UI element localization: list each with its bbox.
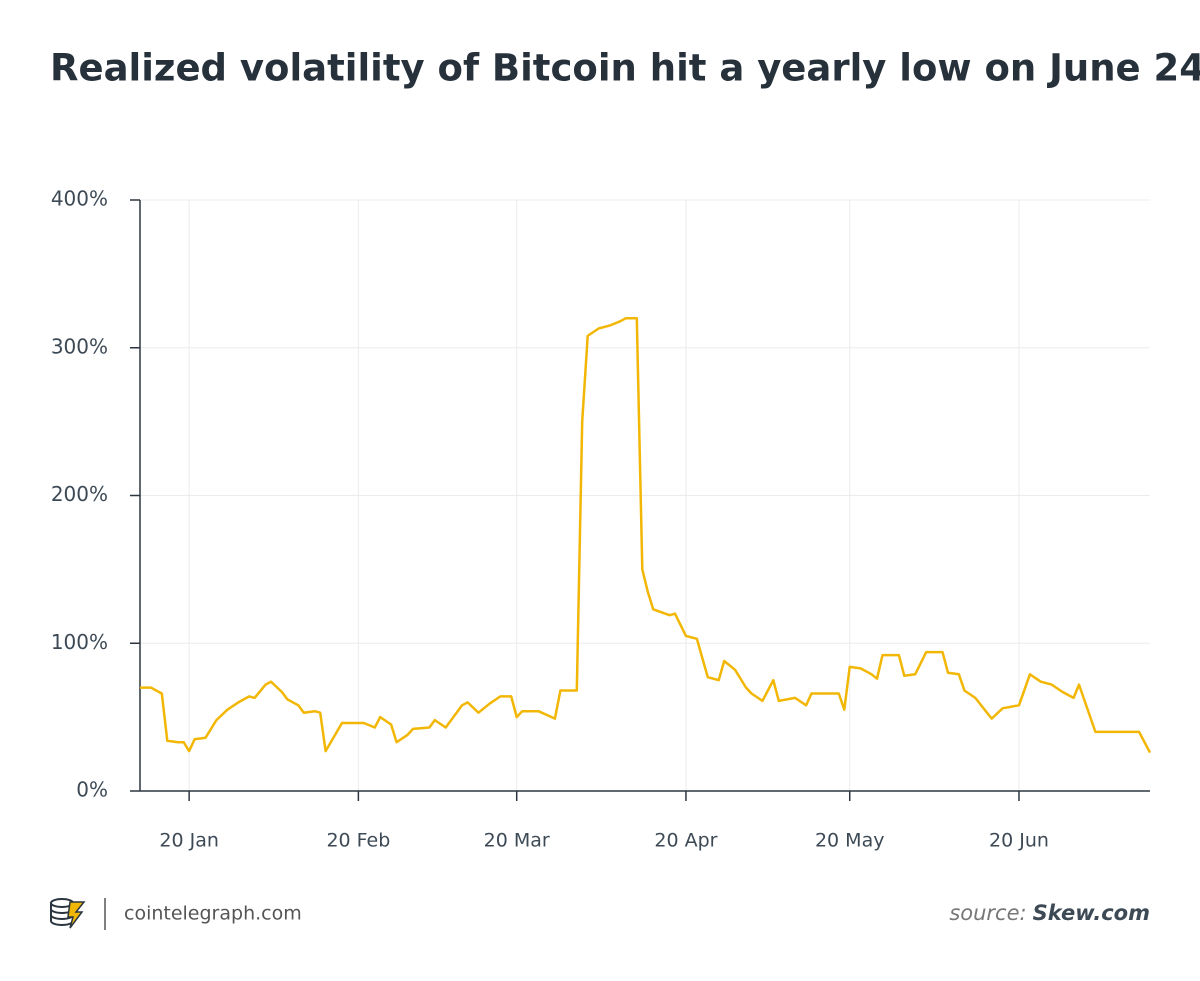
y-tick-label: 0% xyxy=(76,778,108,802)
source: source: Skew.com xyxy=(949,901,1150,925)
chart-title: Realized volatility of Bitcoin hit a yea… xyxy=(50,47,1200,90)
x-tick-label: 20 Feb xyxy=(326,830,390,852)
x-tick-label: 20 Jun xyxy=(989,830,1049,852)
site-name: cointelegraph.com xyxy=(124,903,302,925)
line xyxy=(140,316,1152,754)
y-tick-label: 300% xyxy=(51,334,108,358)
x-tick-label: 20 May xyxy=(815,830,885,852)
y-tick-label: 400% xyxy=(51,187,108,211)
y-tick-label: 200% xyxy=(51,482,108,506)
source-name: Skew.com xyxy=(1033,901,1150,925)
source-prefix: source: xyxy=(949,901,1026,925)
y-tick-label: 100% xyxy=(51,630,108,654)
x-tick-label: 20 Apr xyxy=(654,830,717,852)
x-tick-label: 20 Jan xyxy=(159,830,219,852)
x-tick-label: 20 Mar xyxy=(484,830,550,852)
logo xyxy=(50,898,86,929)
